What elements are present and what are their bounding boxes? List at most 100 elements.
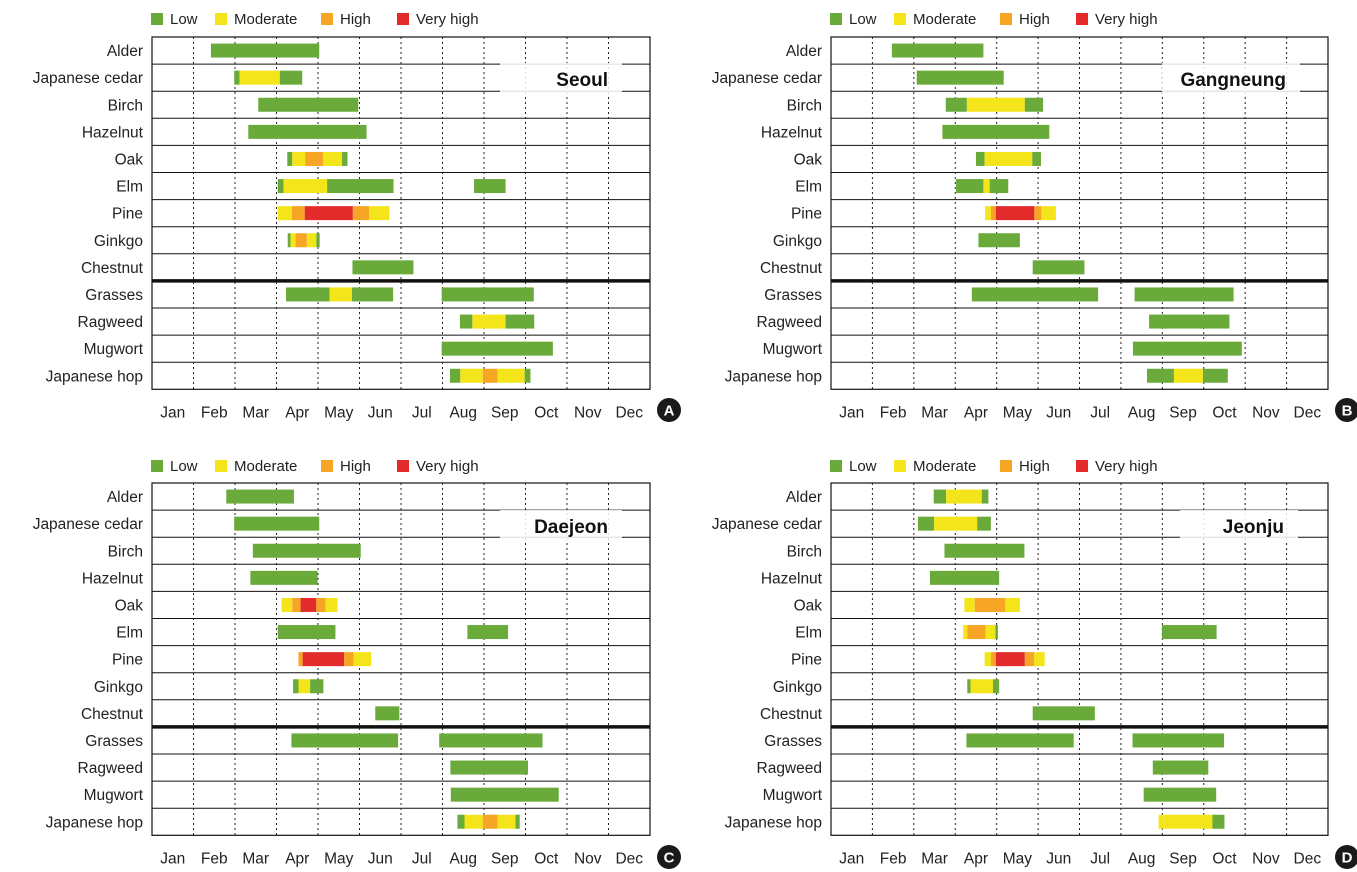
legend: Low Moderate High Very high	[151, 11, 479, 28]
bar-japanese-hop-moderate	[460, 368, 483, 383]
bar-japanese-cedar-low	[916, 70, 1004, 85]
panel-letter-badge	[657, 398, 681, 422]
legend-swatch-moderate	[215, 460, 227, 472]
species-label: Ginkgo	[773, 679, 822, 696]
species-label: Elm	[795, 179, 822, 196]
city-label-box	[500, 63, 622, 95]
bar-japanese-cedar-low	[279, 70, 303, 85]
species-label: Grasses	[764, 287, 822, 304]
month-label: May	[324, 404, 354, 421]
legend-swatch-very-high	[397, 13, 409, 25]
bar-mugwort-low	[450, 787, 559, 802]
month-label: Jul	[412, 404, 432, 421]
bar-grasses-moderate	[329, 287, 353, 302]
plot-frame	[830, 482, 1329, 836]
species-label: Birch	[108, 543, 143, 560]
bar-oak-high	[316, 597, 326, 612]
bar-ginkgo-low	[293, 679, 299, 694]
legend: Low Moderate High Very high	[830, 458, 1158, 475]
bar-grasses-low	[352, 287, 394, 302]
bar-ginkgo-low	[978, 233, 1020, 248]
bar-oak-low	[975, 151, 985, 166]
bar-grasses-low	[971, 287, 1099, 302]
bar-japanese-hop-moderate	[497, 814, 516, 829]
month-label: May	[1003, 404, 1033, 421]
bar-oak-low	[287, 151, 293, 166]
legend-swatch-high	[321, 13, 333, 25]
bar-pine-very-high	[995, 652, 1025, 667]
month-labels: Jan Feb Mar Apr May Jun Jul Aug Sep Oct Nov Dec	[160, 404, 643, 421]
legend-label: Moderate	[234, 11, 297, 28]
bar-japanese-hop-moderate	[1173, 368, 1203, 383]
bar-grasses-low	[439, 733, 543, 748]
month-label: Nov	[1252, 404, 1280, 421]
legend-label: Very high	[416, 11, 479, 28]
species-label: Ragweed	[78, 314, 144, 331]
species-label: Chestnut	[81, 260, 144, 277]
month-label: Oct	[1212, 404, 1237, 421]
bar-grasses-low	[1132, 733, 1225, 748]
bar-chestnut-low	[352, 260, 414, 275]
month-label: Apr	[964, 850, 988, 867]
bar-pine-moderate	[353, 652, 372, 667]
bar-ragweed-moderate	[472, 314, 506, 329]
species-label: Hazelnut	[761, 570, 823, 587]
bar-japanese-hop-high	[482, 814, 498, 829]
bar-oak-high	[292, 597, 301, 612]
species-label: Pine	[791, 206, 822, 223]
bar-elm-low	[474, 179, 506, 194]
bar-pine-high	[291, 206, 305, 221]
species-label: Japanese cedar	[712, 516, 822, 533]
month-label: Mar	[921, 850, 948, 867]
bar-alder-moderate	[946, 489, 982, 504]
legend-swatch-low	[830, 460, 842, 472]
month-label: Aug	[449, 404, 477, 421]
bar-pine-high	[352, 206, 370, 221]
month-label: Apr	[964, 404, 988, 421]
month-label: Jan	[160, 850, 185, 867]
bar-japanese-cedar-low	[234, 70, 240, 85]
grid	[831, 37, 1328, 390]
month-label: Jun	[1046, 404, 1071, 421]
panel-b: Low Moderate High Very high Alder Japanese ce…	[712, 11, 1357, 422]
bar-oak-moderate	[292, 151, 306, 166]
species-label: Alder	[786, 43, 822, 60]
bar-japanese-hop-moderate	[1164, 814, 1213, 829]
bar-hazelnut-low	[942, 124, 1050, 139]
month-label: Feb	[880, 404, 907, 421]
month-label: Sep	[491, 404, 519, 421]
legend-swatch-high	[1000, 13, 1012, 25]
panel-letter-badge	[1335, 845, 1357, 869]
month-label: Jun	[1046, 850, 1071, 867]
month-label: Jul	[1090, 850, 1110, 867]
species-label: Grasses	[764, 733, 822, 750]
species-label: Ginkgo	[94, 679, 143, 696]
legend-label: Low	[849, 11, 877, 28]
species-label: Ginkgo	[773, 233, 822, 250]
month-label: Dec	[615, 404, 643, 421]
legend-label: High	[1019, 458, 1050, 475]
bar-japanese-cedar-low	[977, 516, 991, 531]
month-labels: Jan Feb Mar Apr May Jun Jul Aug Sep Oct Nov Dec	[160, 850, 643, 867]
legend-swatch-moderate	[215, 13, 227, 25]
species-label: Grasses	[85, 287, 143, 304]
species-label: Japanese cedar	[33, 516, 143, 533]
legend-label: Low	[170, 458, 198, 475]
bar-pine-very-high	[304, 206, 353, 221]
bar-grasses-low	[291, 733, 399, 748]
bar-ragweed-low	[459, 314, 473, 329]
bar-hazelnut-low	[248, 124, 367, 139]
month-label: Nov	[1252, 850, 1280, 867]
month-label: Feb	[880, 850, 907, 867]
city-label-box	[500, 510, 622, 542]
bar-oak-moderate	[325, 597, 338, 612]
species-labels: Alder Japanese cedar Birch Hazelnut Oak Elm Pi…	[33, 43, 144, 385]
species-label: Grasses	[85, 733, 143, 750]
legend-swatch-moderate	[894, 13, 906, 25]
legend-label: Moderate	[234, 458, 297, 475]
legend-label: Very high	[1095, 458, 1158, 475]
bar-elm-low	[327, 179, 394, 194]
species-label: Japanese cedar	[712, 70, 822, 87]
legend-swatch-very-high	[1076, 13, 1088, 25]
month-label: Mar	[242, 850, 269, 867]
